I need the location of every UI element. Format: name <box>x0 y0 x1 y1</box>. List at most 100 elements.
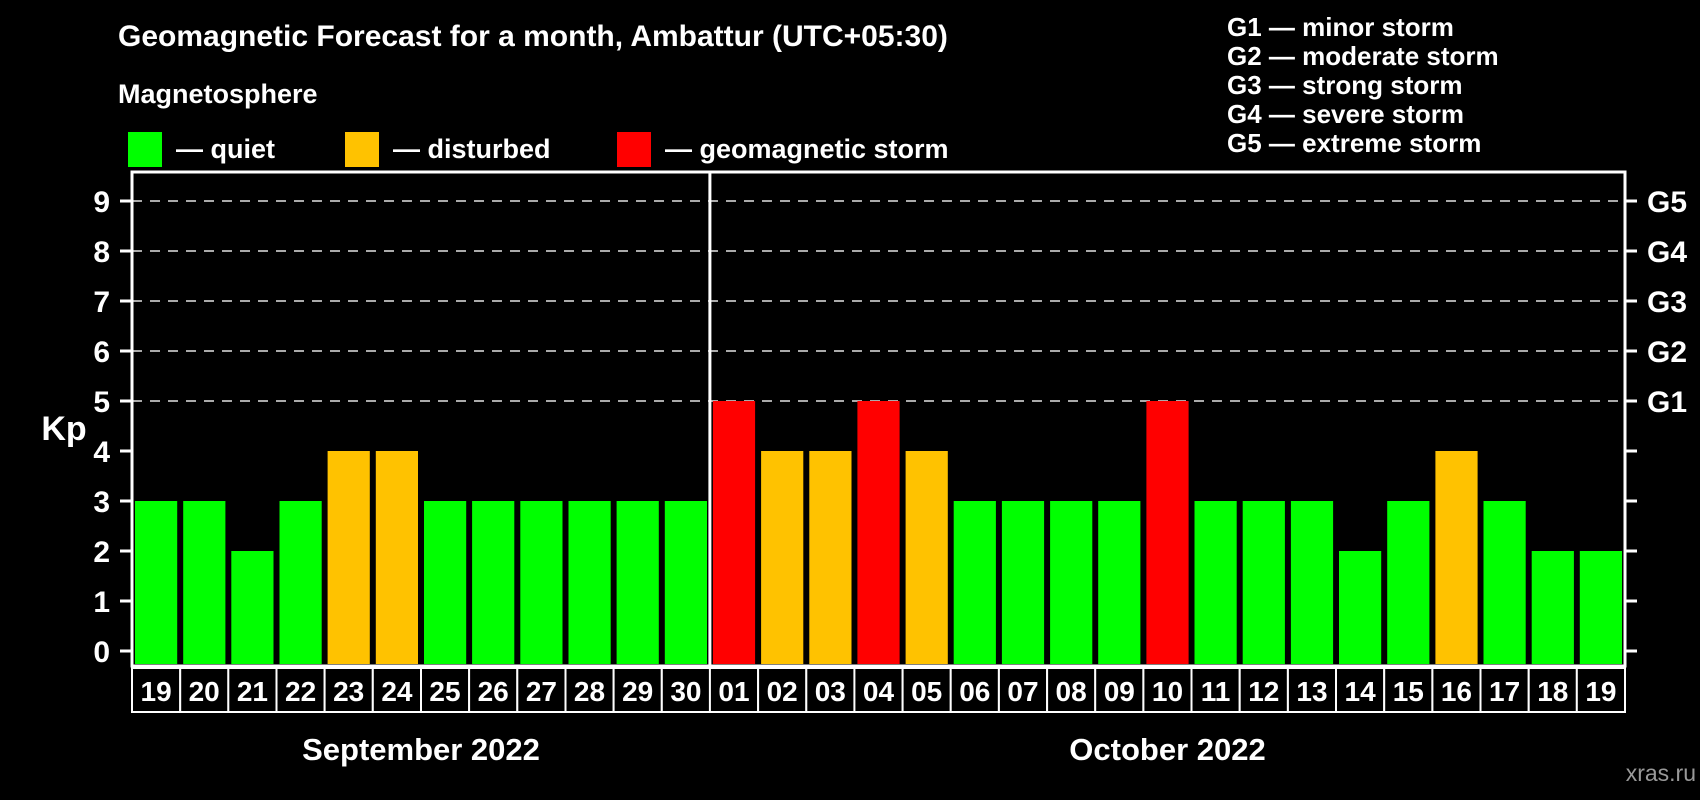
day-box <box>1094 667 1145 713</box>
g-legend-line-g3: G3 — strong storm <box>1227 70 1463 100</box>
day-box <box>805 667 856 713</box>
day-box <box>564 667 615 713</box>
magnetosphere-label: Magnetosphere <box>118 79 318 109</box>
kp-bar <box>424 501 467 664</box>
kp-bar <box>1339 551 1382 664</box>
disturbed-color-swatch <box>345 131 379 167</box>
day-box <box>275 667 326 713</box>
kp-bar <box>1579 551 1622 664</box>
legend-label-storm: — geomagnetic storm <box>665 133 949 164</box>
kp-bar <box>472 501 515 664</box>
day-box <box>708 667 760 713</box>
quiet-color-swatch <box>128 131 162 167</box>
day-box <box>612 667 663 713</box>
kp-tick-label: 5 <box>93 386 110 419</box>
day-box <box>179 667 230 713</box>
g-axis-label: G1 <box>1647 386 1687 419</box>
day-box <box>660 667 711 713</box>
day-label: 26 <box>478 676 509 707</box>
kp-bar <box>1387 501 1430 664</box>
kp-bar <box>231 551 274 664</box>
day-label: 05 <box>911 676 942 707</box>
day-label: 18 <box>1537 676 1568 707</box>
kp-tick-label: 8 <box>93 236 110 269</box>
kp-bar <box>616 501 659 664</box>
xras-watermark: xras.ru <box>1625 760 1696 786</box>
day-box <box>227 667 278 713</box>
month-label: September 2022 <box>302 732 540 767</box>
g-axis-label: G4 <box>1647 236 1687 269</box>
month-label: October 2022 <box>1069 732 1265 767</box>
day-box <box>1383 667 1434 713</box>
day-box <box>371 667 422 713</box>
day-label: 25 <box>429 676 460 707</box>
kp-bar <box>953 501 996 664</box>
day-label: 19 <box>141 676 172 707</box>
kp-bar <box>1435 451 1478 664</box>
kp-bar <box>1146 401 1189 664</box>
kp-bar <box>135 501 178 664</box>
day-label: 16 <box>1441 676 1472 707</box>
day-label: 02 <box>767 676 798 707</box>
g-legend-line-g2: G2 — moderate storm <box>1227 41 1499 71</box>
kp-bar <box>712 401 756 664</box>
day-label: 28 <box>574 676 605 707</box>
day-box <box>1142 667 1193 713</box>
day-label: 17 <box>1489 676 1520 707</box>
day-label: 12 <box>1248 676 1279 707</box>
kp-bar <box>183 501 226 664</box>
kp-bar <box>1290 501 1334 664</box>
kp-bar <box>1531 551 1574 664</box>
storm-color-swatch <box>617 131 651 167</box>
g-legend-line-g1: G1 — minor storm <box>1227 12 1454 42</box>
day-label: 04 <box>863 676 895 707</box>
kp-bar <box>568 501 611 664</box>
kp-bar <box>1001 501 1045 664</box>
kp-bar <box>1098 501 1141 664</box>
day-box <box>1479 667 1530 713</box>
legend-item-disturbed: — disturbed <box>345 131 551 167</box>
kp-bar <box>1050 501 1093 664</box>
kp-bar <box>1194 501 1237 664</box>
kp-bar <box>761 451 804 664</box>
day-label: 09 <box>1104 676 1135 707</box>
day-box <box>468 667 519 713</box>
day-label: 14 <box>1345 676 1377 707</box>
kp-tick-label: 0 <box>93 636 110 669</box>
kp-tick-label: 2 <box>93 536 110 569</box>
kp-bar <box>375 451 418 664</box>
kp-bar <box>1483 501 1526 664</box>
day-box <box>853 667 904 713</box>
day-label: 19 <box>1585 676 1616 707</box>
day-box <box>1335 667 1386 713</box>
day-label: 07 <box>1007 676 1038 707</box>
kp-bar <box>327 451 370 664</box>
g-scale-legend: G1 — minor storm G2 — moderate storm G3 … <box>1227 13 1499 158</box>
day-label: 11 <box>1201 676 1231 707</box>
kp-bar <box>809 451 852 664</box>
y-axis-title: Kp <box>41 410 86 448</box>
day-label: 23 <box>333 676 364 707</box>
plot-frame <box>130 170 1627 668</box>
day-box <box>1575 667 1627 713</box>
legend-item-quiet: — quiet <box>128 131 275 167</box>
kp-bar <box>905 451 948 664</box>
day-label: 13 <box>1296 676 1327 707</box>
g-legend-line-g5: G5 — extreme storm <box>1227 128 1482 158</box>
day-label: 29 <box>622 676 653 707</box>
kp-bar <box>857 401 900 664</box>
kp-bar <box>1242 501 1285 664</box>
day-label: 20 <box>189 676 220 707</box>
legend-label-quiet: — quiet <box>176 133 275 164</box>
day-box <box>420 667 471 713</box>
kp-tick-label: 3 <box>93 486 110 519</box>
kp-bar <box>664 501 707 664</box>
day-label: 03 <box>815 676 846 707</box>
day-label: 08 <box>1056 676 1087 707</box>
day-box <box>323 667 374 713</box>
kp-tick-label: 1 <box>93 586 110 619</box>
g-axis-label: G2 <box>1647 336 1687 369</box>
kp-tick-label: 7 <box>93 286 110 319</box>
kp-bar <box>520 501 563 664</box>
